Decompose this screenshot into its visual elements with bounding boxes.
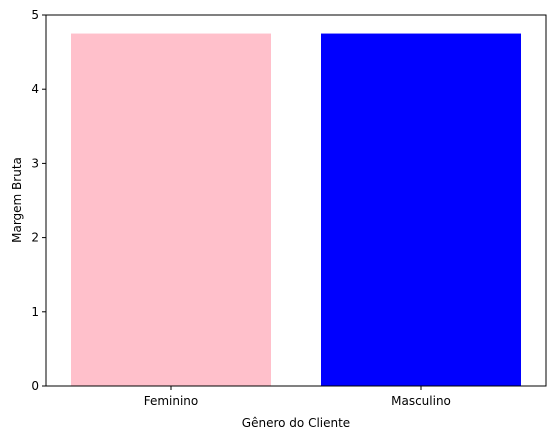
y-axis-label: Margem Bruta <box>10 157 24 243</box>
bars-group <box>71 33 521 387</box>
y-axis-ticks: 0 1 2 3 4 5 <box>31 8 46 393</box>
bar-feminino <box>71 33 271 387</box>
y-tick-label: 4 <box>31 82 39 96</box>
x-tick-label: Masculino <box>391 394 451 408</box>
y-tick-label: 0 <box>31 379 39 393</box>
plot-frame <box>45 14 547 387</box>
bar-masculino <box>321 33 521 387</box>
y-tick-label: 1 <box>31 305 39 319</box>
y-tick-label: 5 <box>31 8 39 22</box>
x-axis-ticks: Feminino Masculino <box>144 386 451 408</box>
y-tick-label: 3 <box>31 156 39 170</box>
y-tick-label: 2 <box>31 231 39 245</box>
x-tick-label: Feminino <box>144 394 199 408</box>
x-axis-label: Gênero do Cliente <box>242 416 350 430</box>
